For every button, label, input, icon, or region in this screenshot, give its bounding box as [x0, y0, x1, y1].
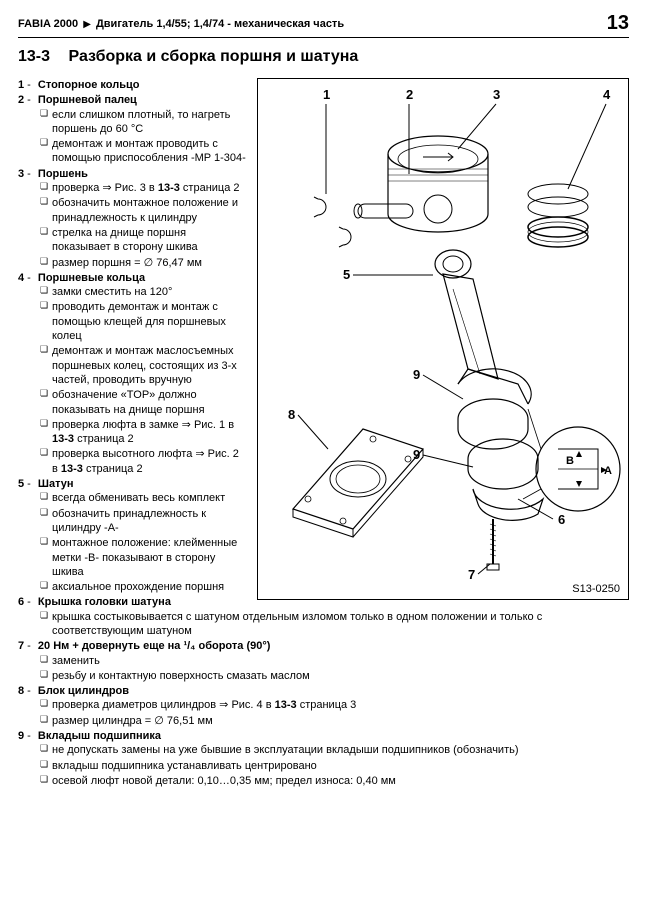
item-sublist: проверка ⇒ Рис. 3 в 13-3 страница 2обозн…: [18, 181, 629, 270]
page-number: 13: [607, 12, 629, 35]
svg-text:3: 3: [493, 87, 500, 102]
chapter-name: Двигатель 1,4/55; 1,4/74 - механическая …: [96, 18, 344, 30]
sublist-item: проверка высотного люфта ⇒ Рис. 2 в 13-3…: [40, 447, 629, 476]
sublist-item: проверка диаметров цилиндров ⇒ Рис. 4 в …: [40, 698, 629, 712]
parts-list: 1 - Стопорное кольцо2 - Поршневой палеце…: [18, 78, 629, 788]
item-sublist: замки сместить на 120°проводить демонтаж…: [18, 285, 629, 476]
chevron-right-icon: ▶: [81, 19, 93, 30]
sublist-item: проверка люфта в замке ⇒ Рис. 1 в 13-3 с…: [40, 418, 629, 447]
sublist-item: всегда обменивать весь комплект: [40, 491, 629, 505]
page-header: FABIA 2000 ▶ Двигатель 1,4/55; 1,4/74 - …: [18, 12, 629, 38]
sublist-item: обозначение «TOP» должно показывать на д…: [40, 388, 629, 417]
sublist-item: демонтаж и монтаж проводить с помощью пр…: [40, 137, 629, 166]
item-sublist: если слишком плотный, то нагреть поршень…: [18, 108, 629, 166]
parts-list-item: 9 - Вкладыш подшипникане допускать замен…: [18, 729, 629, 788]
item-heading: 9 - Вкладыш подшипника: [18, 729, 629, 743]
sublist-item: заменить: [40, 654, 629, 668]
svg-text:2: 2: [406, 87, 413, 102]
parts-list-item: 6 - Крышка головки шатунакрышка состыков…: [18, 595, 629, 638]
model-name: FABIA 2000: [18, 18, 78, 30]
sublist-item: замки сместить на 120°: [40, 285, 629, 299]
section-title: 13-3 Разборка и сборка поршня и шатуна: [18, 48, 629, 66]
svg-text:1: 1: [323, 87, 330, 102]
item-sublist: не допускать замены на уже бывшие в эксп…: [18, 743, 629, 788]
item-heading: 7 - 20 Нм + довернуть еще на ¹/₄ оборота…: [18, 639, 629, 653]
sublist-item: проводить демонтаж и монтаж с помощью кл…: [40, 300, 629, 343]
sublist-item: проверка ⇒ Рис. 3 в 13-3 страница 2: [40, 181, 629, 195]
parts-list-item: 5 - Шатунвсегда обменивать весь комплект…: [18, 477, 629, 594]
sublist-item: обозначить монтажное положение и принадл…: [40, 196, 629, 225]
item-heading: 8 - Блок цилиндров: [18, 684, 629, 698]
item-sublist: всегда обменивать весь комплект обозначит…: [18, 491, 629, 594]
parts-list-item: 3 - Поршеньпроверка ⇒ Рис. 3 в 13-3 стра…: [18, 167, 629, 270]
svg-text:4: 4: [603, 87, 611, 102]
sublist-item: аксиальное прохождение поршня: [40, 580, 629, 594]
item-sublist: проверка диаметров цилиндров ⇒ Рис. 4 в …: [18, 698, 629, 728]
parts-list-item: 7 - 20 Нм + довернуть еще на ¹/₄ оборота…: [18, 639, 629, 683]
sublist-item: не допускать замены на уже бывшие в эксп…: [40, 743, 629, 757]
sublist-item: обозначить принадлежность к цилиндру -A-: [40, 507, 629, 536]
sublist-item: размер поршня = ∅ 76,47 мм: [40, 256, 629, 270]
sublist-item: крышка состыковывается с шатуном отдельн…: [40, 610, 629, 639]
sublist-item: стрелка на днище поршня показывает в сто…: [40, 226, 629, 255]
sublist-item: если слишком плотный, то нагреть поршень…: [40, 108, 629, 137]
item-sublist: заменитьрезьбу и контактную поверхность …: [18, 654, 629, 684]
sublist-item: размер цилиндра = ∅ 76,51 мм: [40, 714, 629, 728]
section-number: 13-3: [18, 48, 50, 65]
sublist-item: осевой люфт новой детали: 0,10…0,35 мм; …: [40, 774, 629, 788]
parts-list-item: 4 - Поршневые кольцазамки сместить на 12…: [18, 271, 629, 476]
sublist-item: резьбу и контактную поверхность смазать …: [40, 669, 629, 683]
sublist-item: монтажное положение: клейменные метки -B…: [40, 536, 629, 579]
section-heading: Разборка и сборка поршня и шатуна: [68, 48, 358, 65]
item-sublist: крышка состыковывается с шатуном отдельн…: [18, 610, 629, 639]
sublist-item: демонтаж и монтаж маслосъемных поршневых…: [40, 344, 629, 387]
sublist-item: вкладыш подшипника устанавливать центрир…: [40, 759, 629, 773]
header-left: FABIA 2000 ▶ Двигатель 1,4/55; 1,4/74 - …: [18, 18, 344, 30]
parts-list-item: 8 - Блок цилиндровпроверка диаметров цил…: [18, 684, 629, 728]
